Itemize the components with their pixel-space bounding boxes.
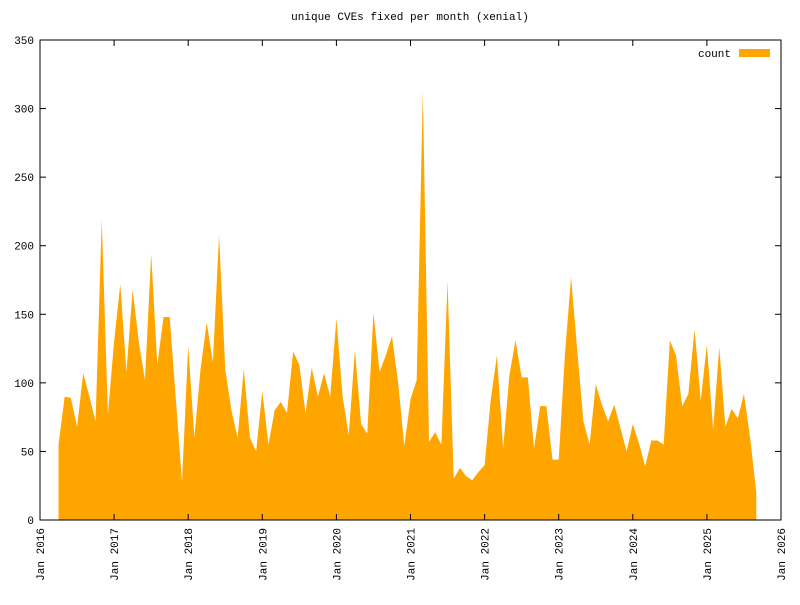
x-tick-label: Jan 2019 — [258, 528, 270, 581]
x-tick-label: Jan 2016 — [36, 528, 48, 581]
y-tick-label: 50 — [21, 447, 34, 459]
x-tick-label: Jan 2023 — [555, 528, 567, 581]
legend-label: count — [698, 49, 731, 61]
y-tick-label: 350 — [14, 36, 34, 48]
x-tick-label: Jan 2018 — [184, 528, 196, 581]
y-tick-label: 200 — [14, 242, 34, 254]
y-tick-label: 300 — [14, 105, 34, 117]
x-tick-label: Jan 2017 — [110, 528, 122, 581]
area — [58, 90, 757, 520]
y-tick-label: 250 — [14, 173, 34, 185]
x-tick-label: Jan 2025 — [703, 528, 715, 581]
y-tick-label: 150 — [14, 310, 34, 322]
x-tick-label: Jan 2022 — [481, 528, 493, 581]
chart-title: unique CVEs fixed per month (xenial) — [291, 12, 529, 24]
legend-swatch — [739, 49, 770, 57]
x-tick-label: Jan 2024 — [629, 528, 641, 581]
x-tick-label: Jan 2026 — [777, 528, 789, 581]
y-tick-label: 100 — [14, 379, 34, 391]
x-tick-label: Jan 2021 — [407, 528, 419, 581]
y-tick-label: 0 — [27, 516, 34, 528]
x-tick-label: Jan 2020 — [332, 528, 344, 581]
